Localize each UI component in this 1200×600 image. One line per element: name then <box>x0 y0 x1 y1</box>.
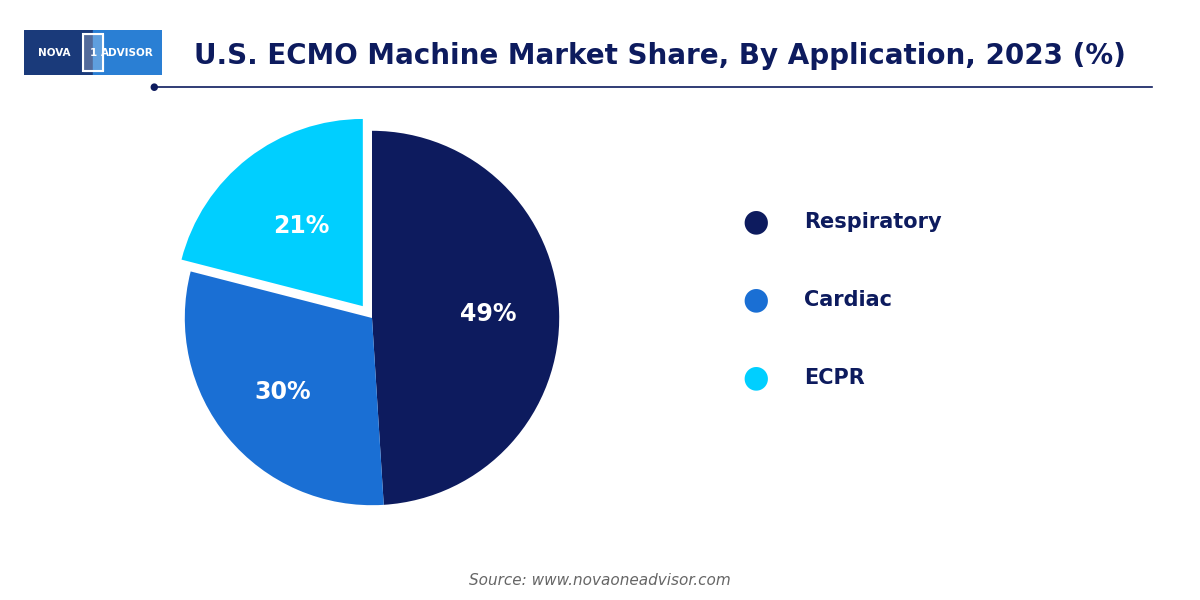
Text: ●: ● <box>149 82 158 92</box>
Text: 1: 1 <box>89 47 97 58</box>
Wedge shape <box>181 119 362 306</box>
Text: 30%: 30% <box>254 380 311 404</box>
Bar <box>94 30 162 75</box>
Text: Source: www.novaoneadvisor.com: Source: www.novaoneadvisor.com <box>469 573 731 588</box>
Bar <box>83 34 103 71</box>
Text: U.S. ECMO Machine Market Share, By Application, 2023 (%): U.S. ECMO Machine Market Share, By Appli… <box>194 42 1126 70</box>
Wedge shape <box>185 271 384 505</box>
Text: ●: ● <box>743 364 769 392</box>
Wedge shape <box>372 131 559 505</box>
Text: Respiratory: Respiratory <box>804 212 942 232</box>
Text: ADVISOR: ADVISOR <box>101 47 154 58</box>
Text: Cardiac: Cardiac <box>804 290 892 310</box>
Text: 21%: 21% <box>272 214 329 238</box>
Bar <box>24 30 94 75</box>
Text: NOVA: NOVA <box>38 47 71 58</box>
Text: ●: ● <box>743 208 769 236</box>
Text: ●: ● <box>743 286 769 314</box>
Bar <box>83 34 103 71</box>
Text: ECPR: ECPR <box>804 368 865 388</box>
Text: 49%: 49% <box>460 302 516 326</box>
